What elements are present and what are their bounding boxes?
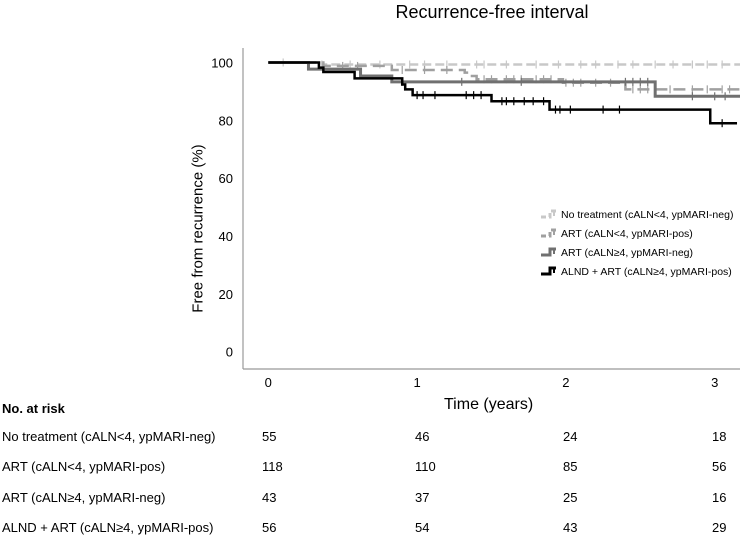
legend-label: No treatment (cALN<4, ypMARI-neg) [561, 209, 733, 221]
y-axis-label: Free from recurrence (%) [189, 144, 207, 313]
risk-row-label: ART (cALN≥4, ypMARI-neg) [2, 490, 166, 505]
risk-count: 43 [563, 520, 578, 535]
y-tick-label: 100 [211, 55, 233, 70]
x-tick-label: 1 [413, 375, 420, 390]
risk-count: 18 [712, 429, 727, 444]
km-curve-2 [268, 61, 740, 91]
km-curve-3 [268, 60, 740, 98]
risk-row-label: ART (cALN<4, ypMARI-pos) [2, 459, 166, 474]
y-tick-label: 0 [226, 345, 233, 360]
legend-label: ART (cALN<4, ypMARI-pos) [561, 228, 693, 240]
x-axis-label: Time (years) [444, 396, 534, 413]
risk-count: 56 [262, 520, 277, 535]
legend-label: ART (cALN≥4, ypMARI-neg) [561, 247, 693, 259]
risk-count: 16 [712, 490, 727, 505]
risk-count: 85 [563, 459, 578, 474]
legend-label: ALND + ART (cALN≥4, ypMARI-pos) [561, 266, 732, 278]
risk-row-label: No treatment (cALN<4, ypMARI-neg) [2, 429, 216, 444]
x-tick-label: 0 [265, 375, 272, 390]
risk-count: 25 [563, 490, 578, 505]
risk-count: 46 [415, 429, 430, 444]
risk-count: 55 [262, 429, 277, 444]
x-tick-label: 3 [711, 375, 718, 390]
km-curve-1 [268, 61, 740, 66]
risk-count: 43 [262, 490, 277, 505]
risk-count: 24 [563, 429, 578, 444]
chart-title: Recurrence-free interval [395, 2, 589, 22]
risk-row-label: ALND + ART (cALN≥4, ypMARI-pos) [2, 520, 214, 535]
y-tick-label: 40 [219, 229, 233, 244]
risk-count: 54 [415, 520, 430, 535]
x-tick-label: 2 [562, 375, 569, 390]
risk-count: 29 [712, 520, 727, 535]
risk-count: 37 [415, 490, 430, 505]
risk-count: 110 [415, 459, 436, 474]
risk-count: 118 [262, 459, 283, 474]
risk-table-heading: No. at risk [2, 401, 65, 416]
km-curve-4 [268, 61, 738, 125]
y-tick-label: 20 [219, 287, 233, 302]
risk-count: 56 [712, 459, 727, 474]
y-tick-label: 60 [219, 171, 233, 186]
y-tick-label: 80 [219, 113, 233, 128]
